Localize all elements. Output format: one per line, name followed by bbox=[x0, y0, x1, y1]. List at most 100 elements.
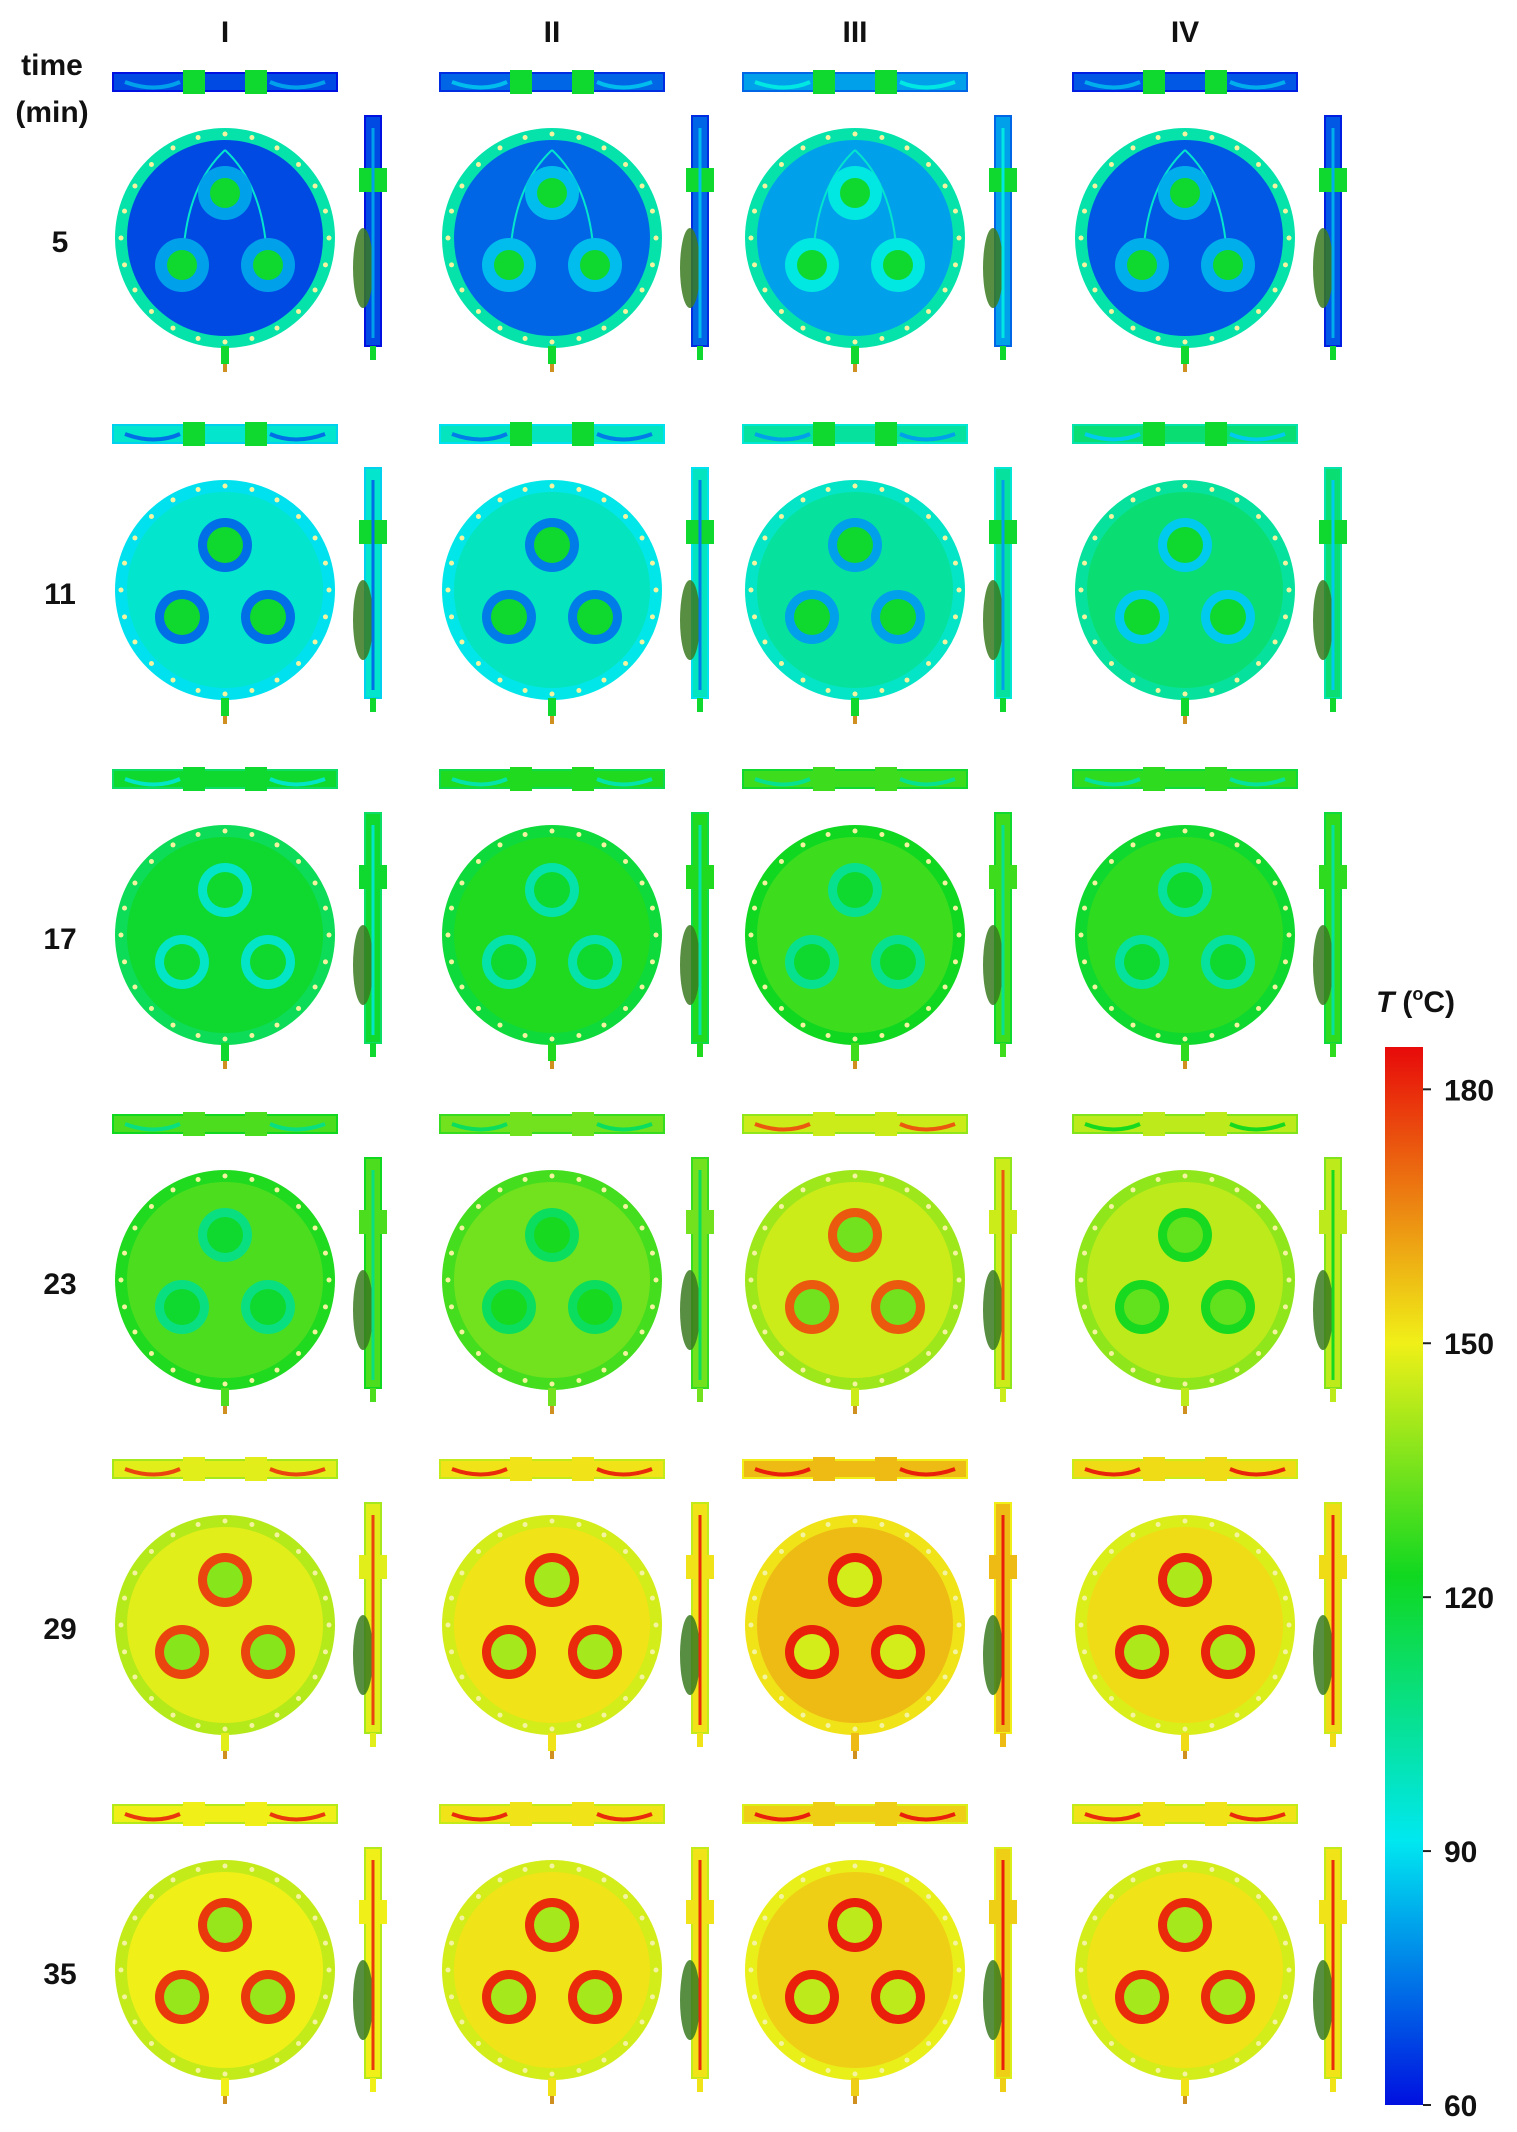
bolt-dot bbox=[249, 832, 255, 838]
bolt-dot bbox=[118, 1277, 124, 1283]
bolt-dot bbox=[170, 1367, 176, 1373]
bolt-dot bbox=[942, 183, 948, 189]
nozzle-stem bbox=[851, 346, 859, 364]
bolt-dot bbox=[1155, 832, 1161, 838]
bolt-dot bbox=[952, 1304, 958, 1310]
top-section-block bbox=[245, 767, 267, 791]
bolt-dot bbox=[1082, 208, 1088, 214]
bolt-dot bbox=[601, 325, 607, 331]
bolt-dot bbox=[778, 1893, 784, 1899]
bolt-dot bbox=[1130, 1877, 1136, 1883]
bolt-dot bbox=[132, 535, 138, 541]
bolt-dot bbox=[222, 339, 228, 345]
bolt-dot bbox=[752, 1304, 758, 1310]
side-section-shadow bbox=[1313, 925, 1333, 1005]
gate-core bbox=[1167, 1562, 1203, 1598]
bolt-dot bbox=[132, 1570, 138, 1576]
bolt-dot bbox=[778, 858, 784, 864]
bolt-dot bbox=[1182, 691, 1188, 697]
bolt-dot bbox=[748, 1967, 754, 1973]
bolt-dot bbox=[132, 2019, 138, 2025]
bolt-dot bbox=[132, 1915, 138, 1921]
bolt-dot bbox=[1272, 880, 1278, 886]
column-header-iii: III bbox=[842, 16, 867, 49]
thermal-panel bbox=[1072, 1802, 1347, 2104]
top-section-block bbox=[245, 1457, 267, 1481]
bolt-dot bbox=[296, 661, 302, 667]
gate-core bbox=[537, 178, 567, 208]
bolt-dot bbox=[752, 1649, 758, 1655]
bolt-dot bbox=[475, 1351, 481, 1357]
bolt-dot bbox=[148, 1006, 154, 1012]
bolt-dot bbox=[1155, 1522, 1161, 1528]
bolt-dot bbox=[1155, 335, 1161, 341]
bolt-dot bbox=[449, 614, 455, 620]
bolt-dot bbox=[623, 1893, 629, 1899]
bolt-dot bbox=[122, 1994, 128, 2000]
bolt-dot bbox=[904, 145, 910, 151]
thermal-panel bbox=[1072, 422, 1347, 724]
gate-core bbox=[1210, 1979, 1246, 2015]
gate-core bbox=[580, 250, 610, 280]
side-section-shadow bbox=[353, 1270, 373, 1350]
bolt-dot bbox=[1092, 1915, 1098, 1921]
bolt-dot bbox=[222, 131, 228, 137]
bolt-dot bbox=[522, 2067, 528, 2073]
bolt-dot bbox=[1272, 183, 1278, 189]
thermal-panel bbox=[1072, 1457, 1347, 1759]
column-header-iv: IV bbox=[1171, 16, 1199, 49]
top-section-profile bbox=[754, 1812, 956, 1822]
bolt-dot bbox=[222, 1863, 228, 1869]
bolt-dot bbox=[296, 309, 302, 315]
nozzle-tip bbox=[550, 1751, 554, 1759]
bolt-dot bbox=[1182, 131, 1188, 137]
nozzle-stem bbox=[221, 1733, 229, 1751]
top-section-block bbox=[510, 1802, 532, 1826]
bolt-dot bbox=[639, 287, 645, 293]
bolt-dot bbox=[549, 1036, 555, 1042]
bolt-dot bbox=[1155, 1867, 1161, 1873]
bolt-dot bbox=[800, 1532, 806, 1538]
colorbar-tick-label: 180 bbox=[1444, 1074, 1494, 1107]
thermal-panel bbox=[1072, 767, 1347, 1069]
bolt-dot bbox=[1092, 639, 1098, 645]
bolt-dot bbox=[778, 309, 784, 315]
bolt-dot bbox=[1182, 1173, 1188, 1179]
bolt-dot bbox=[274, 2057, 280, 2063]
bolt-dot bbox=[1282, 1940, 1288, 1946]
side-section-shadow bbox=[353, 580, 373, 660]
bolt-dot bbox=[170, 1022, 176, 1028]
bolt-dot bbox=[1272, 1570, 1278, 1576]
top-section-block bbox=[1143, 1802, 1165, 1826]
bolt-dot bbox=[952, 1250, 958, 1256]
bolt-dot bbox=[475, 309, 481, 315]
bolt-dot bbox=[1256, 1696, 1262, 1702]
bolt-dot bbox=[222, 828, 228, 834]
bolt-dot bbox=[852, 1863, 858, 1869]
bolt-dot bbox=[445, 235, 451, 241]
bolt-dot bbox=[1092, 2019, 1098, 2025]
top-section-block bbox=[1205, 1112, 1227, 1136]
column-headers: I II III IV bbox=[221, 16, 1199, 49]
top-section-block bbox=[510, 1112, 532, 1136]
bolt-dot bbox=[1282, 208, 1288, 214]
bolt-dot bbox=[497, 325, 503, 331]
bolt-dot bbox=[748, 1277, 754, 1283]
bolt-dot bbox=[904, 1532, 910, 1538]
thermal-panel bbox=[742, 1112, 1017, 1414]
bolt-dot bbox=[1182, 2071, 1188, 2077]
bolt-dot bbox=[576, 832, 582, 838]
bolt-dot bbox=[1282, 1994, 1288, 2000]
bolt-dot bbox=[1234, 325, 1240, 331]
nozzle-tip bbox=[853, 1061, 857, 1069]
bolt-dot bbox=[1234, 2057, 1240, 2063]
gate-core bbox=[1167, 1217, 1203, 1253]
bolt-dot bbox=[752, 262, 758, 268]
bolt-dot bbox=[148, 1893, 154, 1899]
gate-core bbox=[794, 944, 830, 980]
bolt-dot bbox=[522, 1522, 528, 1528]
bolt-dot bbox=[762, 287, 768, 293]
bolt-dot bbox=[132, 287, 138, 293]
bolt-dot bbox=[296, 1203, 302, 1209]
bolt-dot bbox=[522, 1377, 528, 1383]
